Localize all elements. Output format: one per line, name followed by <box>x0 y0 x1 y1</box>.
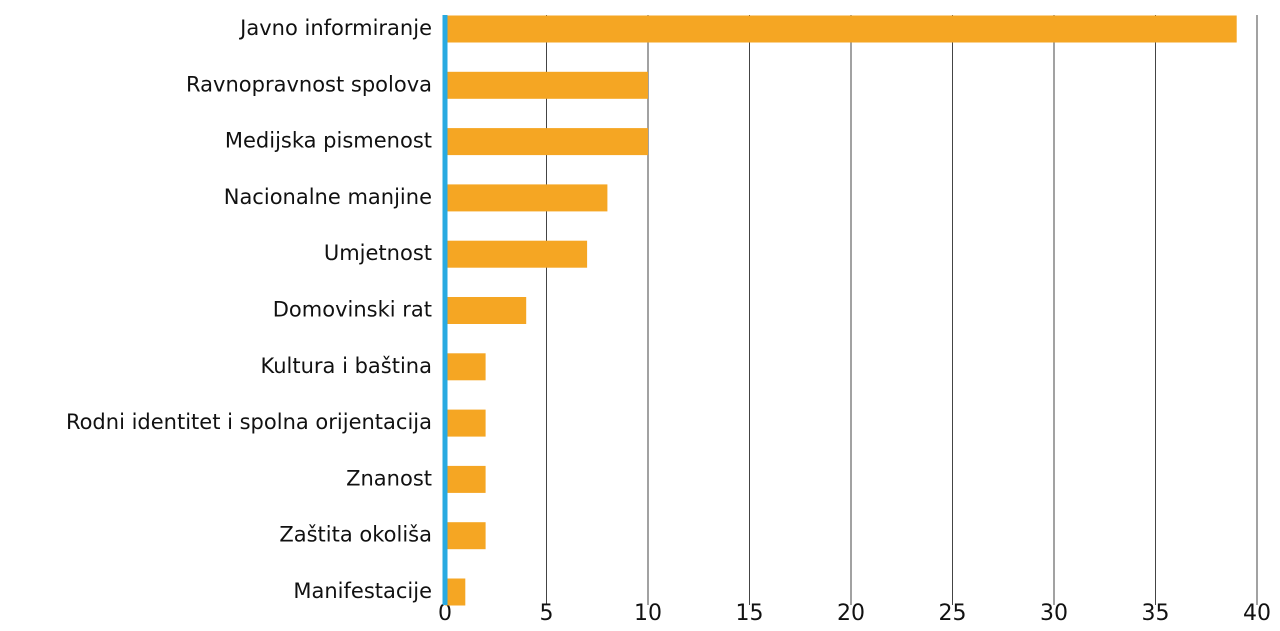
x-tick-label: 0 <box>438 601 452 626</box>
y-tick-label: Medijska pismenost <box>225 129 432 153</box>
bar <box>445 15 1237 43</box>
y-tick-label: Domovinski rat <box>273 298 432 322</box>
y-tick-label: Javno informiranje <box>238 16 432 40</box>
x-tick-label: 20 <box>837 601 865 626</box>
bar <box>445 240 588 268</box>
y-tick-label: Nacionalne manjine <box>224 185 432 209</box>
x-tick-label: 40 <box>1243 601 1271 626</box>
bar <box>445 297 527 324</box>
bar <box>445 578 466 606</box>
x-tick-label: 30 <box>1040 601 1068 626</box>
y-tick-label: Zaštita okoliša <box>279 523 432 547</box>
x-tick-label: 5 <box>540 601 554 626</box>
y-tick-label: Kultura i baština <box>261 354 433 378</box>
x-tick-label: 35 <box>1142 601 1170 626</box>
bar <box>445 353 486 381</box>
bar <box>445 184 608 212</box>
bar <box>445 465 486 493</box>
y-tick-label: Ravnopravnost spolova <box>186 72 432 96</box>
x-tick-label: 25 <box>939 601 967 626</box>
x-tick-label: 10 <box>634 601 662 626</box>
y-tick-label: Rodni identitet i spolna orijentacija <box>66 410 432 434</box>
bar <box>445 128 648 156</box>
y-tick-label: Znanost <box>346 466 432 490</box>
x-tick-label: 15 <box>736 601 764 626</box>
bar <box>445 71 648 99</box>
y-tick-label: Umjetnost <box>324 241 432 265</box>
bar <box>445 522 486 550</box>
y-tick-label: Manifestacije <box>293 579 432 603</box>
bar <box>445 409 486 437</box>
